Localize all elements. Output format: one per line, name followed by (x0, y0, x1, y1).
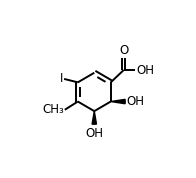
Polygon shape (111, 99, 125, 104)
Text: I: I (60, 72, 63, 85)
Text: O: O (119, 44, 128, 57)
Text: OH: OH (85, 127, 103, 140)
Polygon shape (92, 111, 96, 124)
Text: CH₃: CH₃ (42, 103, 64, 116)
Text: OH: OH (136, 64, 154, 77)
Text: OH: OH (126, 95, 144, 108)
